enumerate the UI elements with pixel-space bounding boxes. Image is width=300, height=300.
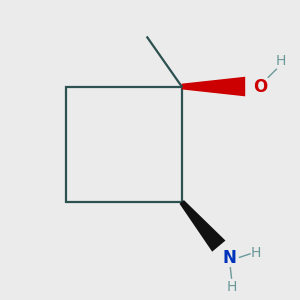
Text: N: N [222, 250, 236, 268]
Text: O: O [253, 77, 267, 95]
Text: H: H [276, 54, 286, 68]
Text: H: H [250, 246, 261, 260]
Polygon shape [179, 200, 225, 252]
Polygon shape [182, 77, 245, 96]
Text: H: H [226, 280, 237, 294]
